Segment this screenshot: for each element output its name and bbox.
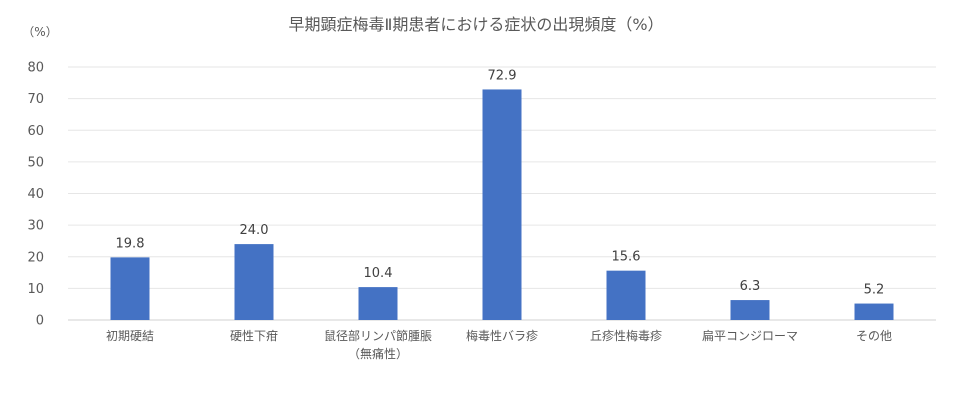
bar [482, 89, 522, 320]
data-label: 5.2 [864, 283, 885, 298]
y-tick-label: 80 [27, 61, 44, 76]
category-label: 硬性下疳 [230, 328, 278, 343]
data-labels: 19.8 24.0 10.4 72.9 15.6 6.3 5.2 [116, 68, 885, 297]
category-label: 初期硬結 [106, 329, 154, 343]
data-label: 10.4 [364, 266, 393, 281]
y-axis-unit-label: （%） [22, 25, 57, 39]
category-label: 扁平コンジローマ [702, 329, 798, 343]
bar [110, 257, 150, 320]
y-tick-label: 60 [27, 124, 44, 139]
y-axis-ticks: 0 10 20 30 40 50 60 70 80 [27, 61, 44, 329]
category-label: 梅毒性バラ疹 [466, 328, 538, 343]
y-tick-label: 20 [27, 250, 44, 265]
category-label: （無痛性） [348, 346, 408, 361]
category-label: 鼠径部リンパ節腫脹 [324, 328, 432, 343]
y-tick-label: 0 [36, 314, 44, 329]
data-label: 19.8 [116, 236, 145, 251]
bar [730, 300, 770, 320]
y-tick-label: 70 [27, 92, 44, 107]
y-tick-label: 50 [27, 155, 44, 170]
data-label: 15.6 [612, 250, 641, 265]
y-tick-label: 10 [27, 282, 44, 297]
chart-title: 早期顕症梅毒Ⅱ期患者における症状の出現頻度（%） [288, 15, 663, 34]
category-label: 丘疹性梅毒疹 [590, 328, 662, 343]
data-label: 72.9 [488, 68, 517, 83]
data-label: 24.0 [240, 223, 269, 238]
category-label: その他 [856, 329, 892, 343]
data-label: 6.3 [740, 279, 761, 294]
bars [110, 89, 894, 320]
y-tick-label: 40 [27, 187, 44, 202]
bar [234, 244, 274, 320]
bar [606, 270, 646, 320]
bar [358, 287, 398, 320]
bar [854, 303, 894, 320]
x-axis-categories: 初期硬結 硬性下疳 鼠径部リンパ節腫脹 （無痛性） 梅毒性バラ疹 丘疹性梅毒疹 扁平コンジロ… [106, 328, 892, 361]
y-tick-label: 30 [27, 219, 44, 234]
